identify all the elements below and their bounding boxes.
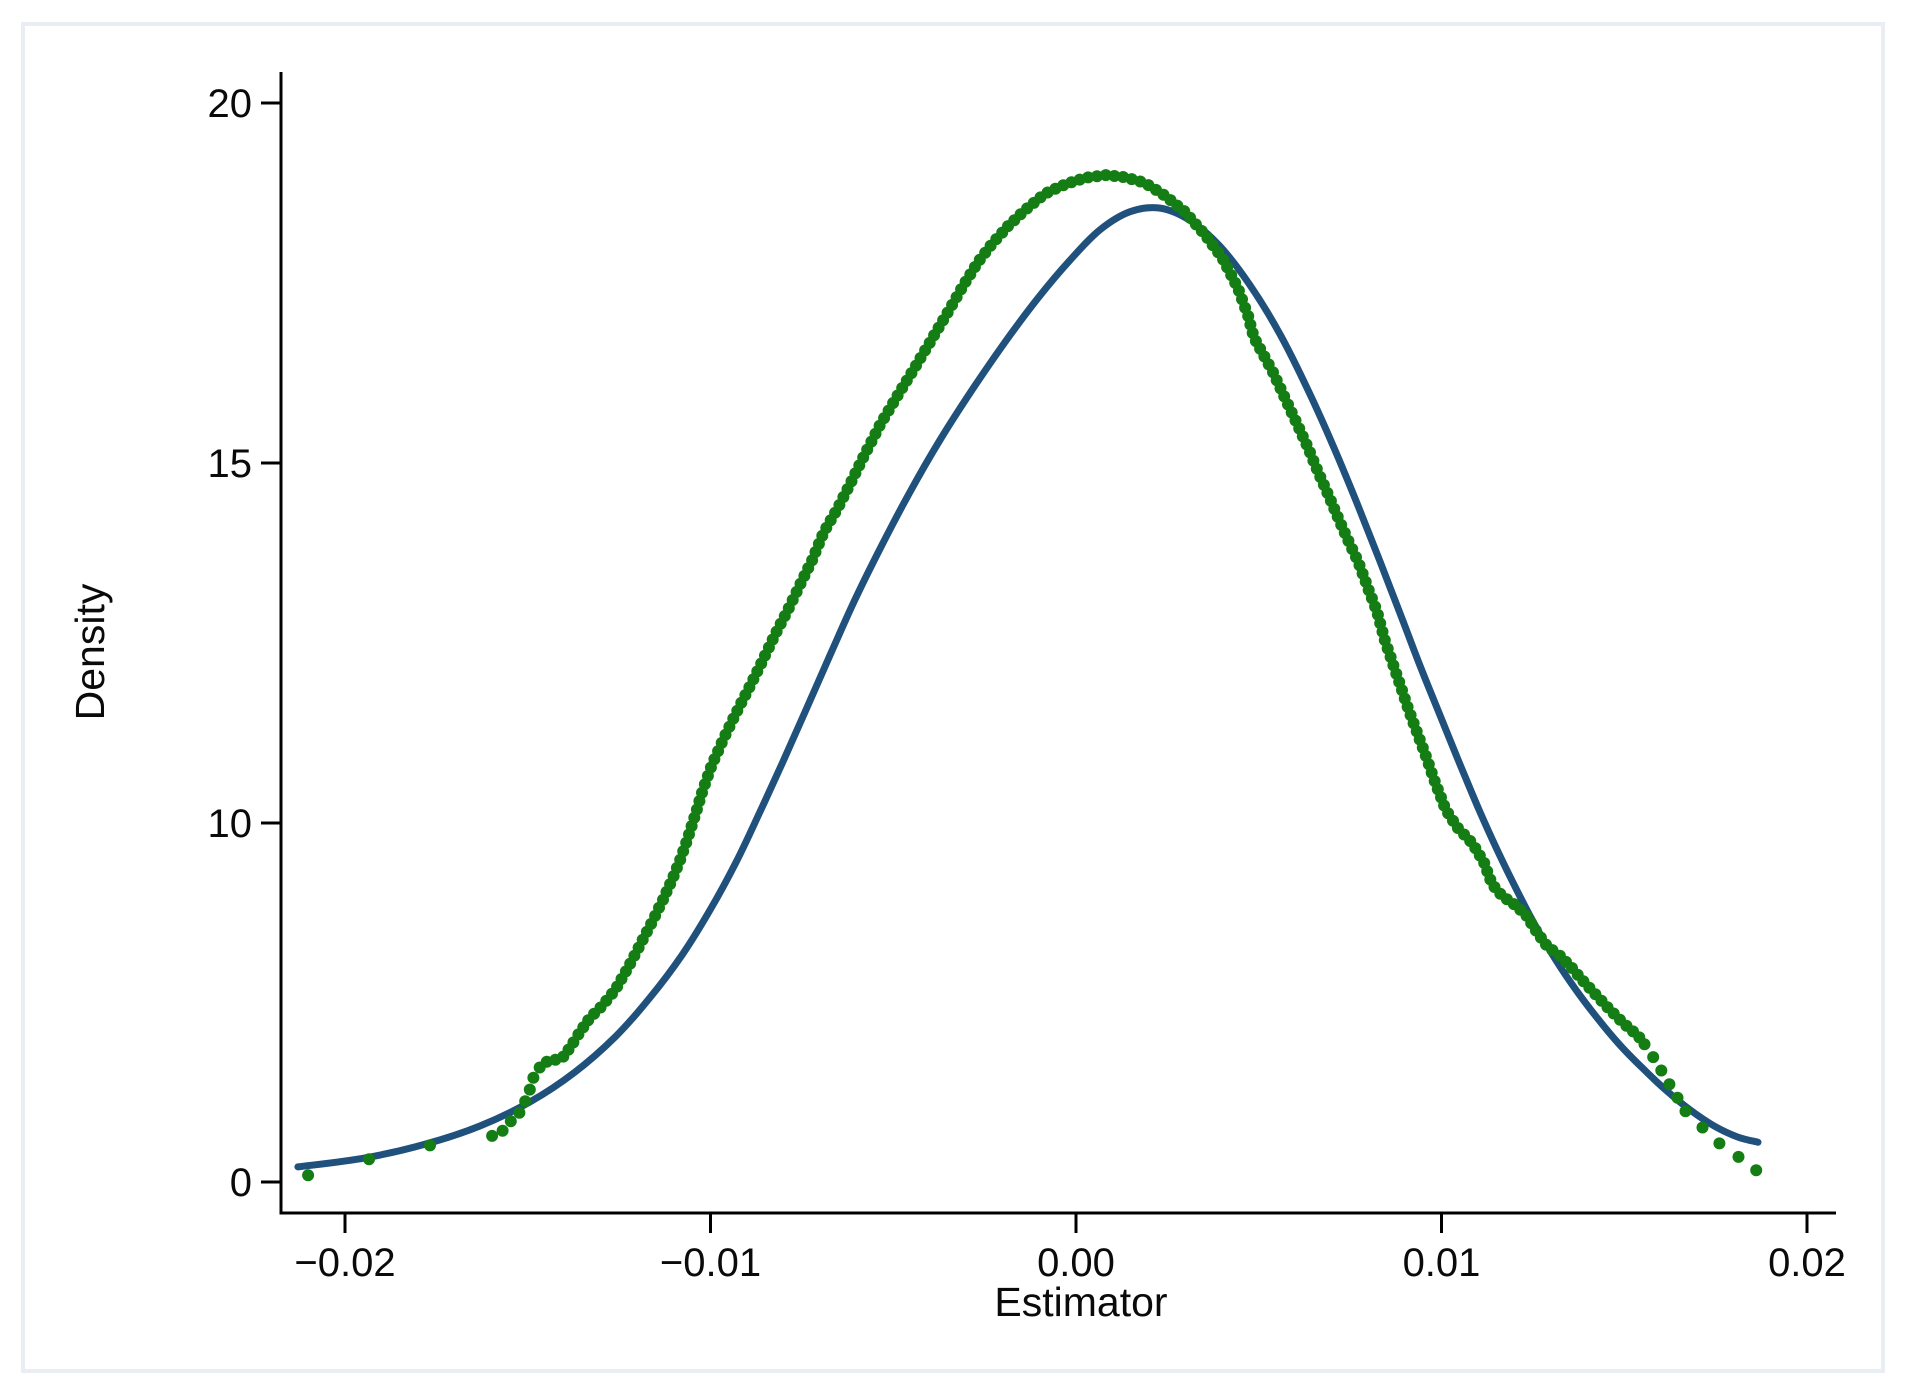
kdensity-dot xyxy=(513,1106,526,1119)
kdensity-dot xyxy=(424,1139,436,1152)
kdensity-dot xyxy=(1082,171,1095,184)
y-tick-label: 10 xyxy=(208,802,253,846)
x-tick-label: −0.02 xyxy=(294,1241,395,1285)
kdensity-dot xyxy=(302,1169,315,1182)
kdensity-dot xyxy=(1671,1091,1684,1104)
kdensity-dot xyxy=(1679,1105,1692,1118)
kdensity-dot xyxy=(486,1129,499,1142)
normal-density-curve xyxy=(294,204,1762,1171)
normal-curve-layer xyxy=(294,204,1762,1171)
y-tick-label: 20 xyxy=(208,82,253,126)
y-axis-ticks: 0 10 15 20 xyxy=(208,82,281,1205)
kdensity-dot xyxy=(1108,170,1121,182)
x-axis-ticks: −0.02 −0.01 0.00 0.01 0.02 xyxy=(294,1213,1846,1285)
kdensity-dot xyxy=(1750,1164,1763,1177)
x-axis-title: Estimator xyxy=(994,1279,1167,1325)
x-tick-label: 0.02 xyxy=(1768,1241,1846,1285)
kdensity-dot xyxy=(1655,1064,1668,1077)
kdensity-dots-layer xyxy=(302,169,1763,1182)
kdensity-dot xyxy=(519,1095,532,1108)
kdensity-dot xyxy=(1713,1137,1726,1150)
x-tick-label: 0.01 xyxy=(1403,1241,1481,1285)
y-tick-label: 0 xyxy=(230,1161,252,1205)
kdensity-dot xyxy=(523,1083,536,1096)
figure-frame xyxy=(21,22,1885,1373)
x-tick-label: 0.00 xyxy=(1037,1241,1115,1285)
kdensity-dot xyxy=(1091,170,1103,183)
kdensity-dot xyxy=(504,1115,517,1128)
x-tick-label: −0.01 xyxy=(660,1241,761,1285)
y-axis-title: Density xyxy=(67,583,113,720)
kdensity-dot xyxy=(1732,1150,1745,1163)
kdensity-dot xyxy=(527,1071,540,1084)
kdensity-dot xyxy=(1696,1121,1709,1134)
y-tick-label: 15 xyxy=(208,442,253,486)
kdensity-dot xyxy=(1638,1038,1651,1051)
kdensity-dot xyxy=(1663,1078,1676,1091)
kdensity-dot xyxy=(363,1153,375,1166)
kdensity-dot xyxy=(1647,1051,1660,1064)
kdensity-dot xyxy=(496,1124,509,1137)
